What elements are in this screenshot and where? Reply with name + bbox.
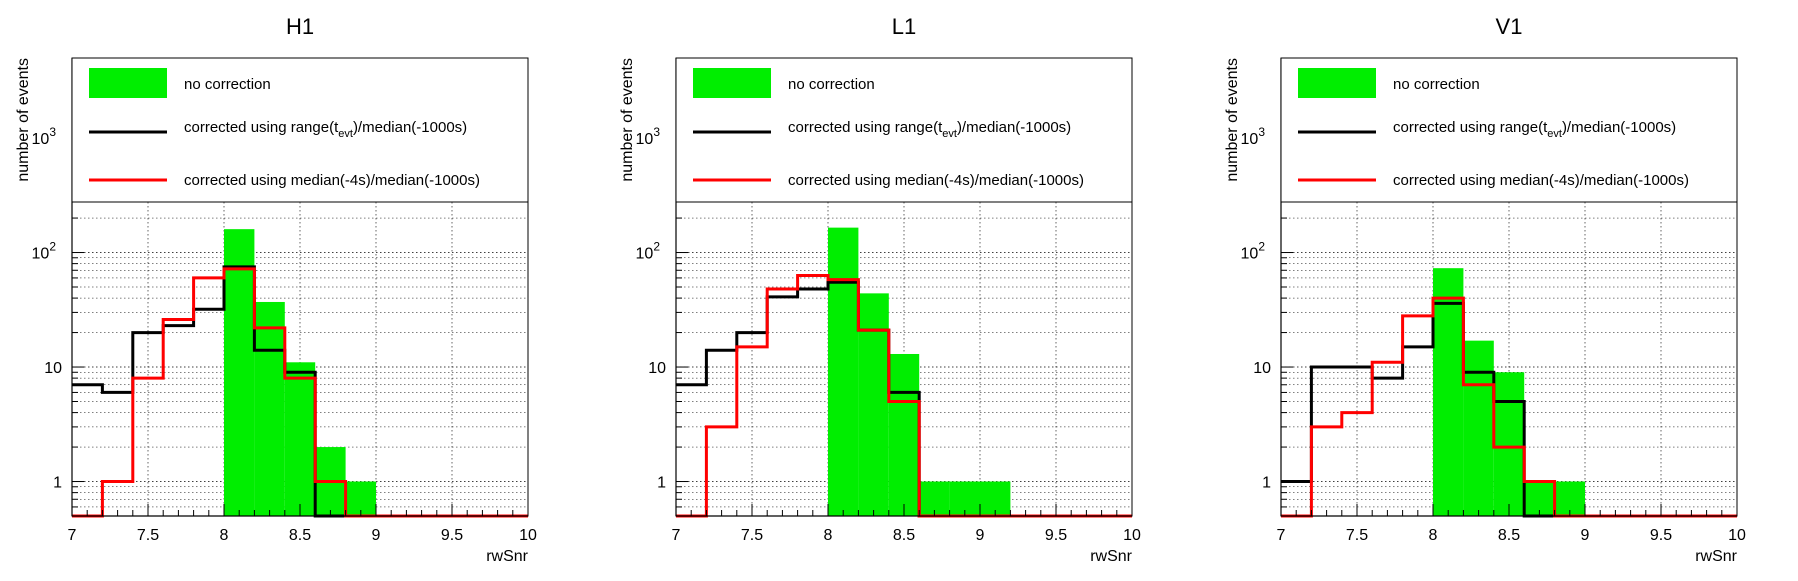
y-ticks: 1 10 102 103 [1241,68,1293,508]
x-axis-label: rwSnr [486,548,528,565]
y-tick-label: 102 [1241,240,1266,263]
series-no-correction [224,229,376,516]
chart-title: H1 [286,14,314,39]
legend: no correction corrected using range(tevt)… [71,57,529,203]
legend-label-no-correction: no correction [184,76,271,93]
bar-no-correction [284,362,316,516]
x-tick-label: 8.5 [893,527,915,544]
x-tick-label: 7.5 [1346,527,1368,544]
bar-no-correction [1433,268,1464,516]
y-tick-label: 103 [636,125,661,148]
x-tick-label: 7 [672,527,681,544]
chart-title: V1 [1496,14,1523,39]
legend-label-range-correction: corrected using range(tevt)/median(-1000… [1393,119,1676,140]
x-tick-label: 8.5 [289,527,311,544]
y-tick-label: 1 [657,475,666,492]
bar-no-correction [858,293,889,516]
y-tick-label: 102 [32,240,57,263]
x-tick-label: 8 [824,527,833,544]
x-tick-label: 9.5 [1650,527,1672,544]
legend-label-no-correction: no correction [1393,76,1480,93]
x-ticks: 7 7.5 8 8.5 9 9.5 10 [1277,504,1746,544]
legend: no correction corrected using range(tevt)… [675,57,1133,203]
chart-title: L1 [892,14,916,39]
y-tick-label: 103 [1241,125,1266,148]
y-tick-label: 10 [44,360,62,377]
x-tick-label: 7.5 [741,527,763,544]
bar-no-correction [224,229,255,516]
x-tick-label: 10 [519,527,537,544]
x-tick-label: 9.5 [441,527,463,544]
legend-label-median-correction: corrected using median(-4s)/median(-1000… [788,172,1084,189]
legend-label-median-correction: corrected using median(-4s)/median(-1000… [1393,172,1689,189]
x-tick-label: 8 [1429,527,1438,544]
y-axis-label: number of events [1224,58,1241,182]
x-axis-label: rwSnr [1090,548,1132,565]
y-tick-label: 103 [32,125,57,148]
bar-no-correction [828,227,859,516]
legend-swatch-no-correction [1298,68,1376,98]
x-tick-label: 10 [1728,527,1746,544]
y-tick-label: 10 [648,360,666,377]
x-tick-label: 9 [1581,527,1590,544]
y-tick-label: 102 [636,240,661,263]
y-tick-label: 1 [53,475,62,492]
x-axis-label: rwSnr [1695,548,1737,565]
bar-no-correction [1463,340,1494,516]
x-tick-label: 7 [68,527,77,544]
legend: no correction corrected using range(tevt)… [1280,57,1738,203]
bar-no-correction [1493,372,1525,516]
x-tick-label: 8 [220,527,229,544]
y-ticks: 1 10 102 103 [636,68,688,508]
y-tick-label: 10 [1253,360,1271,377]
x-tick-label: 7.5 [137,527,159,544]
bar-no-correction [888,353,920,516]
x-tick-label: 9 [372,527,381,544]
y-tick-label: 1 [1262,475,1271,492]
y-axis-label: number of events [619,58,636,182]
y-axis-label: number of events [15,58,32,182]
legend-swatch-no-correction [693,68,771,98]
x-ticks: 7 7.5 8 8.5 9 9.5 10 [672,504,1141,544]
legend-label-range-correction: corrected using range(tevt)/median(-1000… [788,119,1071,140]
series-no-correction [1433,268,1585,516]
x-tick-label: 9.5 [1045,527,1067,544]
x-tick-label: 8.5 [1498,527,1520,544]
legend-swatch-no-correction [89,68,167,98]
x-tick-label: 10 [1123,527,1141,544]
legend-label-range-correction: corrected using range(tevt)/median(-1000… [184,119,467,140]
x-ticks: 7 7.5 8 8.5 9 9.5 10 [68,504,537,544]
x-tick-label: 9 [976,527,985,544]
legend-label-median-correction: corrected using median(-4s)/median(-1000… [184,172,480,189]
legend-label-no-correction: no correction [788,76,875,93]
x-tick-label: 7 [1277,527,1286,544]
bar-no-correction [254,301,285,516]
